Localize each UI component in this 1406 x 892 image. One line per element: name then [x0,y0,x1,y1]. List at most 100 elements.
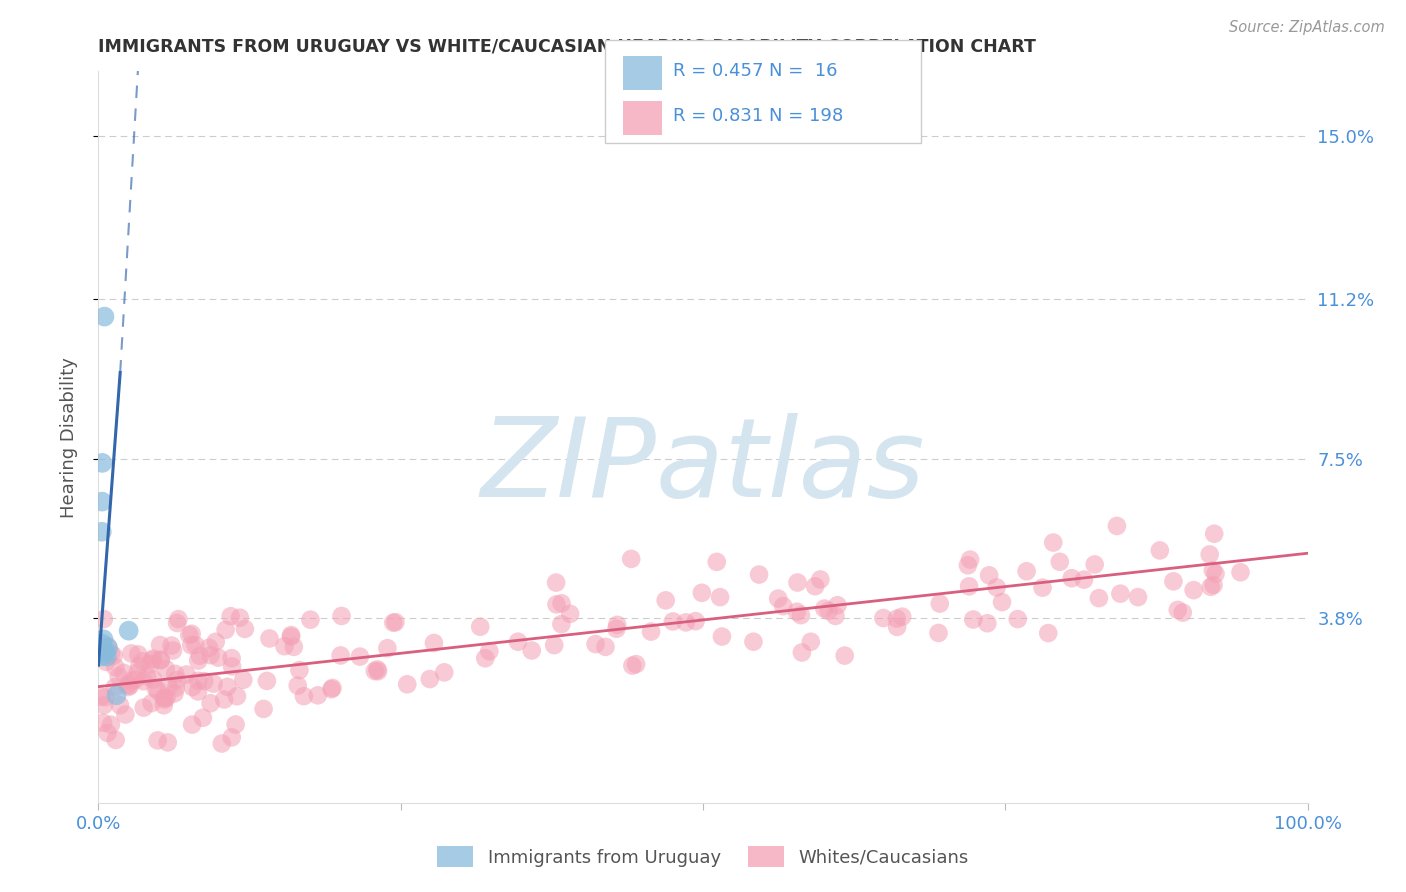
Point [94,645,117,659]
Point [423,636,446,650]
Point [273,639,295,653]
Point [127,648,149,662]
Point [321,681,343,695]
Point [217,680,239,694]
Point [1038,626,1060,640]
Point [330,609,353,624]
Point [184,638,207,652]
Point [256,673,278,688]
Point [97,640,120,655]
Point [1015,564,1038,578]
Point [259,632,281,646]
Point [96,726,118,740]
Point [956,558,979,573]
Point [624,657,647,672]
Point [212,692,235,706]
Point [180,627,202,641]
Point [120,673,142,688]
Point [976,616,998,631]
Point [200,648,222,663]
Point [145,681,167,696]
Point [706,555,728,569]
Point [382,615,405,630]
Point [817,604,839,618]
Point [128,658,150,673]
Point [191,711,214,725]
Point [433,665,456,680]
Point [813,601,835,615]
Point [167,612,190,626]
Point [214,623,236,637]
Point [155,690,177,705]
Legend: Immigrants from Uruguay, Whites/Caucasians: Immigrants from Uruguay, Whites/Caucasia… [430,839,976,874]
Text: IMMIGRANTS FROM URUGUAY VS WHITE/CAUCASIAN HEARING DISABILITY CORRELATION CHART: IMMIGRANTS FROM URUGUAY VS WHITE/CAUCASI… [98,38,1036,56]
Point [620,552,643,566]
Point [786,575,808,590]
Point [709,590,731,604]
Point [329,648,352,663]
Point [808,573,831,587]
Point [233,622,256,636]
Point [928,597,950,611]
Point [149,653,172,667]
Point [93,612,115,626]
Point [957,579,980,593]
Point [226,690,249,704]
Point [91,640,114,655]
Point [188,648,211,663]
Point [120,647,142,661]
Point [872,611,894,625]
Point [928,626,950,640]
Point [160,639,183,653]
Point [1229,566,1251,580]
Point [153,692,176,706]
Point [100,717,122,731]
Point [506,634,529,648]
Point [470,620,492,634]
Point [149,652,172,666]
Point [142,651,165,665]
Point [104,733,127,747]
Text: N = 198: N = 198 [769,107,844,125]
Point [117,678,139,692]
Point [1167,603,1189,617]
Point [127,665,149,680]
Point [1199,580,1222,594]
Point [114,707,136,722]
Point [141,696,163,710]
Point [1204,526,1226,541]
Point [766,591,789,606]
Point [221,731,243,745]
Point [181,717,204,731]
Point [546,598,568,612]
Point [886,612,908,626]
Point [280,630,302,644]
Point [166,673,188,687]
Y-axis label: Hearing Disability: Hearing Disability [59,357,77,517]
Point [252,702,274,716]
Point [104,680,127,694]
Point [207,650,229,665]
Point [221,651,243,665]
Point [152,691,174,706]
Text: Source: ZipAtlas.com: Source: ZipAtlas.com [1229,20,1385,35]
Point [198,640,221,655]
Point [176,667,198,681]
Point [550,617,572,632]
Point [141,653,163,667]
Point [1031,581,1053,595]
Point [742,634,765,648]
Point [1073,573,1095,587]
Point [181,680,204,694]
Point [384,615,406,630]
Point [103,648,125,663]
Point [585,637,607,651]
Point [90,649,112,664]
Point [179,628,201,642]
Point [685,614,707,628]
Point [675,615,697,630]
Point [640,624,662,639]
Point [94,690,117,705]
Point [377,641,399,656]
Point [474,651,496,665]
